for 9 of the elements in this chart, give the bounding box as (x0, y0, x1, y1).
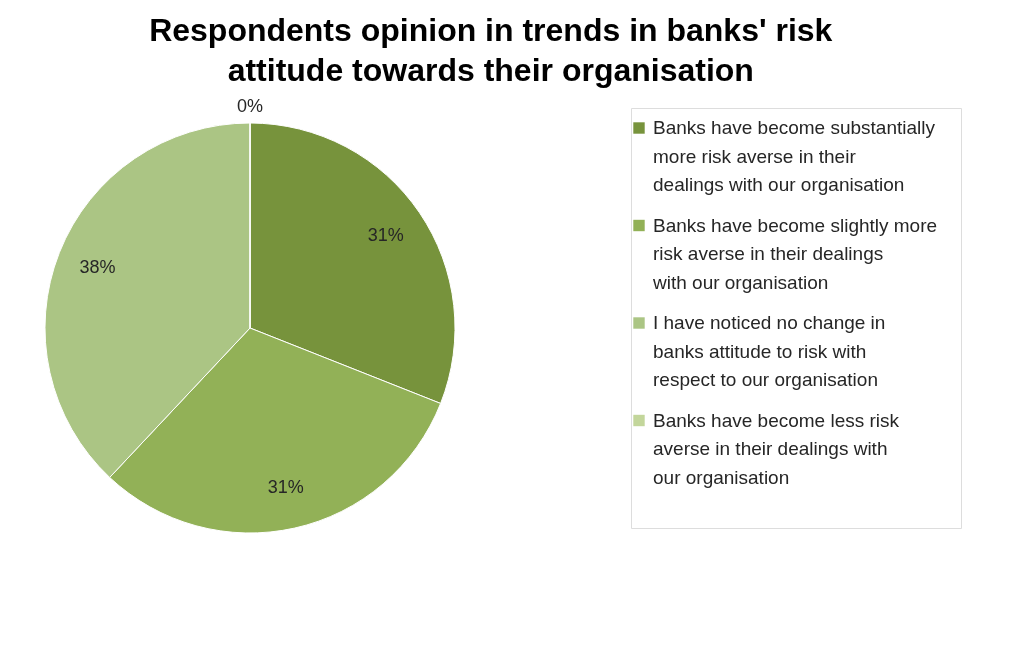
legend-label: I have noticed no change in banks attitude to risk with respect to our organisation (653, 312, 886, 390)
data-label: 38% (79, 256, 116, 277)
legend-label: Banks have become slightly more risk averse in their dealings with our organisation (652, 214, 938, 293)
data-label: 31% (367, 224, 404, 245)
data-label: 31% (267, 477, 304, 498)
text: 0% (236, 96, 264, 116)
chart-title: Respondents opinion in trends in banks' risk attitude towards their organisation (149, 12, 833, 88)
legend-label: Banks have become substantially more risk averse in their dealings with our organisation (653, 117, 936, 195)
legend-label: Banks have become less risk averse in their dealings with our organisation (653, 409, 900, 488)
